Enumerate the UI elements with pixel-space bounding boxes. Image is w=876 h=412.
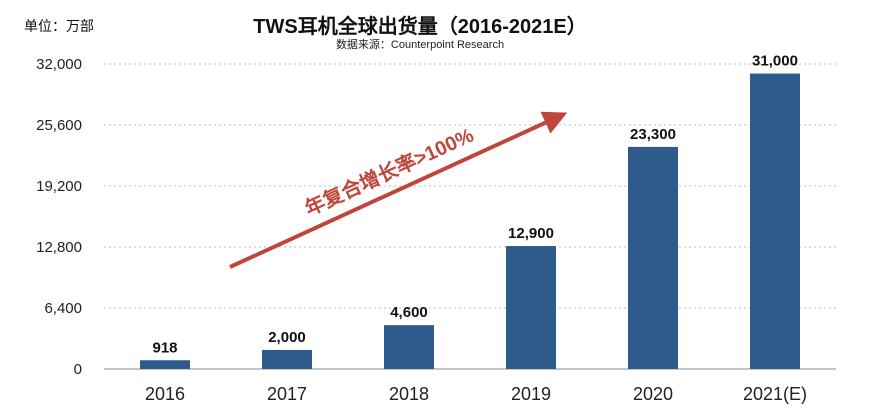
chart-title: TWS耳机全球出货量（2016-2021E） <box>253 16 587 38</box>
growth-annotation: 年复合增长率>100% <box>301 123 477 221</box>
y-tick-label: 12,800 <box>36 239 82 256</box>
y-tick-label: 32,000 <box>36 56 82 73</box>
bar-value-label: 918 <box>152 339 177 356</box>
y-tick-label: 0 <box>74 361 82 378</box>
bar <box>506 246 556 369</box>
unit-label: 单位：万部 <box>24 18 94 34</box>
bar-value-label: 12,900 <box>508 225 554 242</box>
bar <box>140 360 190 369</box>
bar <box>628 146 678 369</box>
x-tick-label: 2018 <box>389 384 429 404</box>
y-tick-label: 25,600 <box>36 117 82 134</box>
bar <box>262 349 312 369</box>
growth-arrow <box>229 111 568 269</box>
x-tick-label: 2021(E) <box>743 384 807 404</box>
bar <box>384 325 434 369</box>
bar-value-label: 31,000 <box>752 53 798 70</box>
bar-value-label: 2,000 <box>268 329 306 346</box>
x-tick-label: 2020 <box>633 384 673 404</box>
x-tick-label: 2016 <box>145 384 185 404</box>
y-tick-label: 19,200 <box>36 178 82 195</box>
chart-subtitle: 数据来源：Counterpoint Research <box>335 39 505 51</box>
x-tick-label: 2019 <box>511 384 551 404</box>
x-tick-label: 2017 <box>267 384 307 404</box>
y-tick-label: 6,400 <box>44 300 82 317</box>
bar-value-label: 23,300 <box>630 126 676 143</box>
bar <box>750 73 800 369</box>
bar-value-label: 4,600 <box>390 304 428 321</box>
